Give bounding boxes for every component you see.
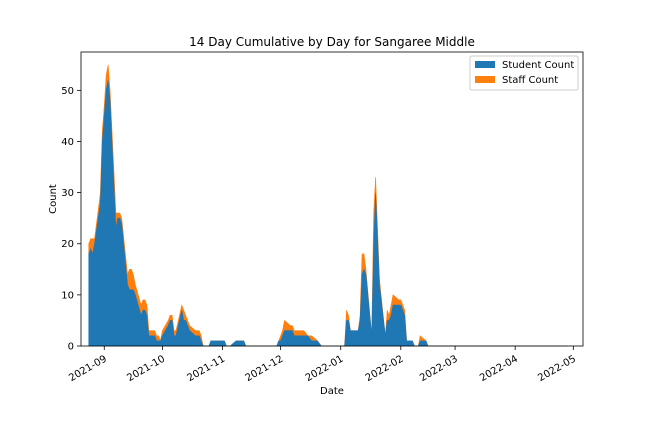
legend: Student Count Staff Count: [469, 55, 579, 91]
y-tick-label: 0: [68, 342, 74, 353]
y-tick-label: 30: [61, 188, 74, 199]
y-tick-label: 50: [61, 86, 74, 97]
legend-swatch-student: [475, 61, 495, 68]
legend-label-student: Student Count: [502, 60, 574, 71]
x-axis-label: Date: [320, 386, 344, 397]
y-axis: 0 10 20 30 40 50: [61, 86, 81, 353]
chart-title: 14 Day Cumulative by Day for Sangaree Mi…: [189, 35, 475, 49]
y-tick-label: 20: [61, 239, 74, 250]
plot-frame: [80, 51, 584, 347]
y-tick-label: 10: [61, 290, 74, 301]
y-tick-label: 40: [61, 137, 74, 148]
y-axis-label: Count: [48, 184, 59, 214]
legend-swatch-staff: [475, 76, 495, 83]
legend-label-staff: Staff Count: [502, 75, 558, 86]
legend-box: [469, 55, 579, 91]
